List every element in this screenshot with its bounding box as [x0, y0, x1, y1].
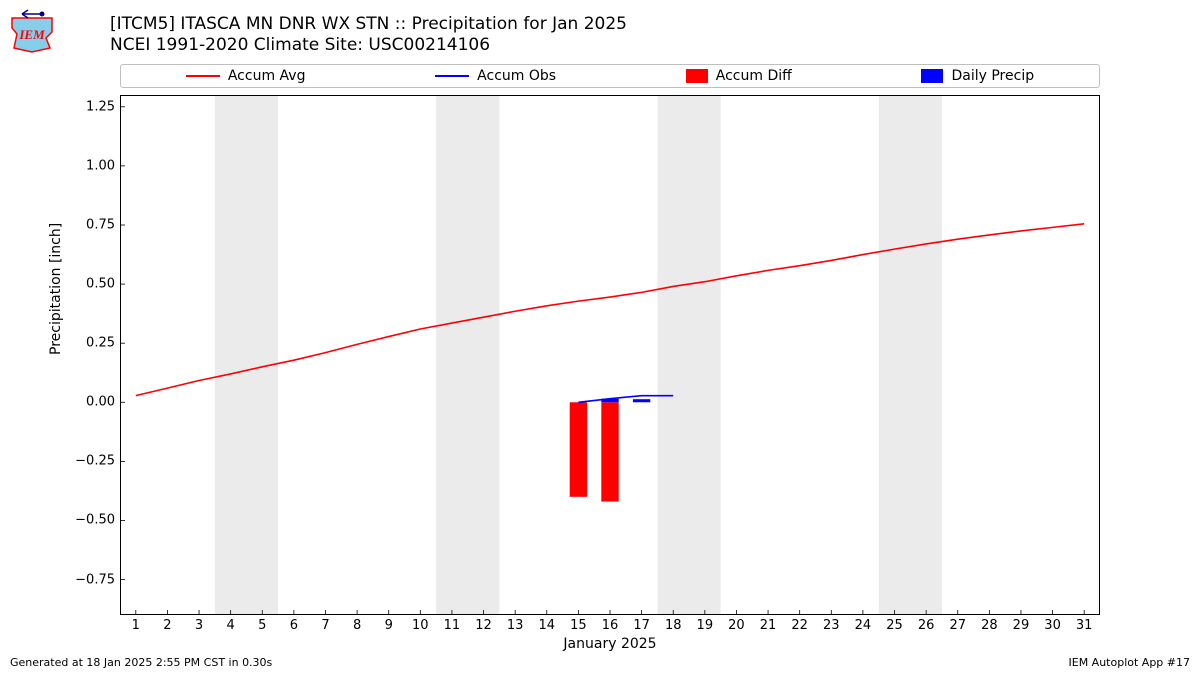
y-tick-label: −0.50	[75, 513, 115, 528]
x-tick-label: 22	[791, 618, 808, 633]
x-tick-label: 18	[665, 618, 682, 633]
x-ticks: 1234567891011121314151617181920212223242…	[120, 618, 1100, 636]
x-tick-label: 6	[290, 618, 298, 633]
x-tick-label: 12	[475, 618, 492, 633]
x-tick-label: 9	[385, 618, 393, 633]
x-tick-label: 29	[1013, 618, 1030, 633]
x-tick-label: 5	[258, 618, 266, 633]
legend-label: Accum Diff	[716, 68, 792, 84]
x-tick-label: 14	[538, 618, 555, 633]
y-tick-label: 1.00	[86, 158, 115, 173]
x-tick-label: 17	[633, 618, 650, 633]
legend: Accum Avg Accum Obs Accum Diff Daily Pre…	[120, 64, 1100, 88]
y-tick-label: −0.25	[75, 454, 115, 469]
y-tick-label: 0.25	[86, 336, 115, 351]
x-tick-label: 24	[855, 618, 872, 633]
legend-item-daily-precip: Daily Precip	[921, 68, 1034, 84]
x-tick-label: 13	[507, 618, 524, 633]
x-tick-label: 2	[163, 618, 171, 633]
x-tick-label: 20	[728, 618, 745, 633]
legend-label: Daily Precip	[951, 68, 1034, 84]
x-tick-label: 1	[132, 618, 140, 633]
x-axis-label: January 2025	[120, 636, 1100, 652]
x-tick-label: 28	[981, 618, 998, 633]
y-tick-label: 0.00	[86, 395, 115, 410]
y-ticks: −0.75 −0.50 −0.25 0.00 0.25 0.50 0.75 1.00 1.25	[60, 95, 115, 615]
iem-logo: IEM	[8, 8, 56, 56]
x-tick-label: 11	[444, 618, 461, 633]
legend-item-accum-avg: Accum Avg	[186, 68, 306, 84]
x-tick-label: 31	[1076, 618, 1093, 633]
title-line-1: [ITCM5] ITASCA MN DNR WX STN :: Precipit…	[110, 14, 627, 35]
plot-area	[120, 95, 1100, 615]
x-tick-label: 4	[227, 618, 235, 633]
y-tick-label: 0.50	[86, 277, 115, 292]
svg-text:IEM: IEM	[18, 27, 45, 42]
legend-item-accum-obs: Accum Obs	[435, 68, 556, 84]
y-tick-label: −0.75	[75, 572, 115, 587]
chart-title: [ITCM5] ITASCA MN DNR WX STN :: Precipit…	[110, 14, 627, 57]
x-tick-label: 27	[949, 618, 966, 633]
y-tick-label: 0.75	[86, 218, 115, 233]
x-tick-label: 30	[1044, 618, 1061, 633]
x-tick-label: 8	[353, 618, 361, 633]
legend-label: Accum Obs	[477, 68, 556, 84]
title-line-2: NCEI 1991-2020 Climate Site: USC00214106	[110, 35, 627, 56]
x-tick-label: 7	[321, 618, 329, 633]
x-tick-label: 21	[760, 618, 777, 633]
x-tick-label: 15	[570, 618, 587, 633]
x-tick-label: 19	[697, 618, 714, 633]
footer-generated: Generated at 18 Jan 2025 2:55 PM CST in …	[10, 656, 272, 669]
x-tick-label: 23	[823, 618, 840, 633]
legend-label: Accum Avg	[228, 68, 306, 84]
footer-app: IEM Autoplot App #17	[1069, 656, 1191, 669]
y-tick-label: 1.25	[86, 99, 115, 114]
x-tick-label: 3	[195, 618, 203, 633]
x-tick-label: 25	[886, 618, 903, 633]
x-tick-label: 10	[412, 618, 429, 633]
legend-item-accum-diff: Accum Diff	[686, 68, 792, 84]
x-tick-label: 16	[602, 618, 619, 633]
x-tick-label: 26	[918, 618, 935, 633]
